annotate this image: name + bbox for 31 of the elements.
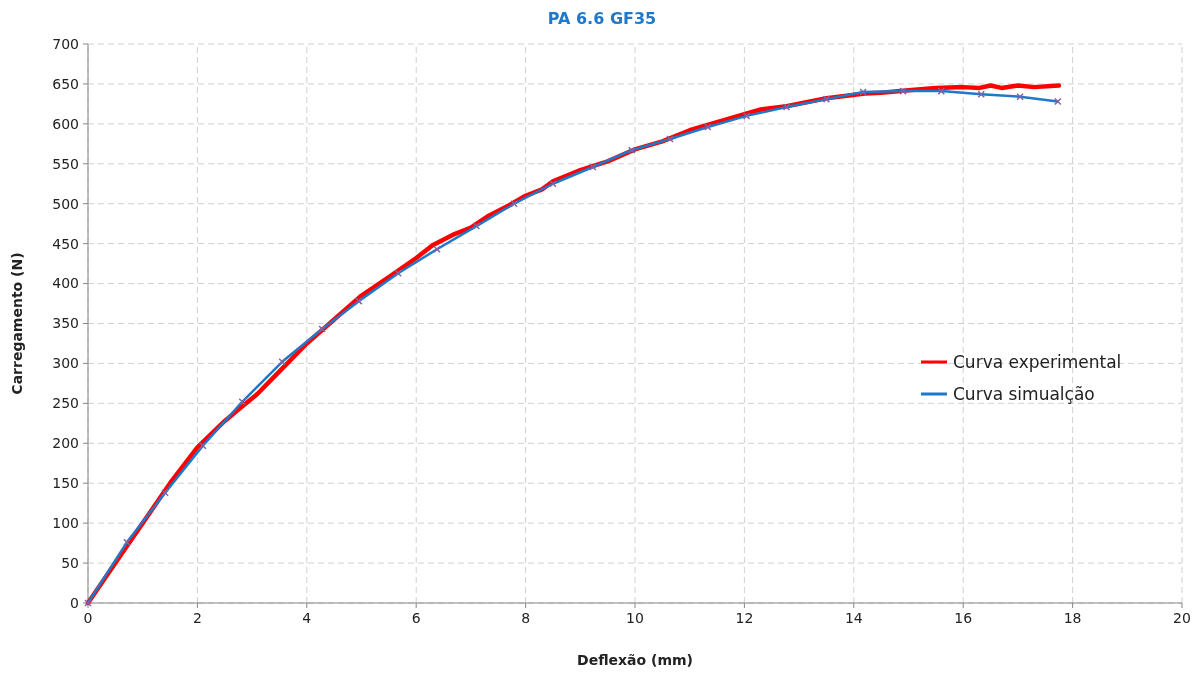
x-tick-label: 14 [844, 610, 863, 626]
x-tick-label: 2 [192, 610, 202, 626]
y-tick-label: 250 [52, 395, 79, 412]
x-tick-label: 6 [411, 610, 421, 626]
y-tick-label: 700 [52, 35, 79, 52]
y-tick-label: 600 [52, 115, 79, 132]
y-tick-label: 150 [52, 475, 79, 492]
y-axis-title: Carregamento (N) [9, 252, 25, 395]
x-tick-label: 20 [1173, 610, 1191, 626]
y-tick-label: 550 [52, 155, 79, 172]
y-tick-label: 50 [61, 554, 79, 571]
y-tick-label: 100 [52, 515, 79, 532]
y-tick-label: 500 [52, 195, 79, 212]
y-tick-label: 450 [52, 235, 79, 252]
x-tick-label: 4 [302, 610, 312, 626]
x-tick-label: 10 [626, 610, 644, 626]
x-tick-label: 16 [954, 610, 973, 626]
x-axis-title: Deflexão (mm) [577, 652, 693, 668]
x-tick-label: 18 [1063, 610, 1082, 626]
y-tick-label: 650 [52, 75, 79, 92]
x-tick-label: 8 [521, 610, 531, 626]
x-tick-label: 0 [83, 610, 93, 626]
legend-label: Curva simualção [953, 383, 1095, 404]
legend-label: Curva experimental [953, 351, 1122, 372]
y-tick-label: 0 [70, 594, 79, 611]
x-tick-label: 12 [735, 610, 754, 626]
y-tick-label: 300 [52, 355, 79, 372]
y-tick-label: 350 [52, 315, 79, 332]
y-tick-label: 200 [52, 435, 79, 452]
y-tick-label: 400 [52, 275, 79, 292]
chart-title: PA 6.6 GF35 [547, 9, 657, 28]
